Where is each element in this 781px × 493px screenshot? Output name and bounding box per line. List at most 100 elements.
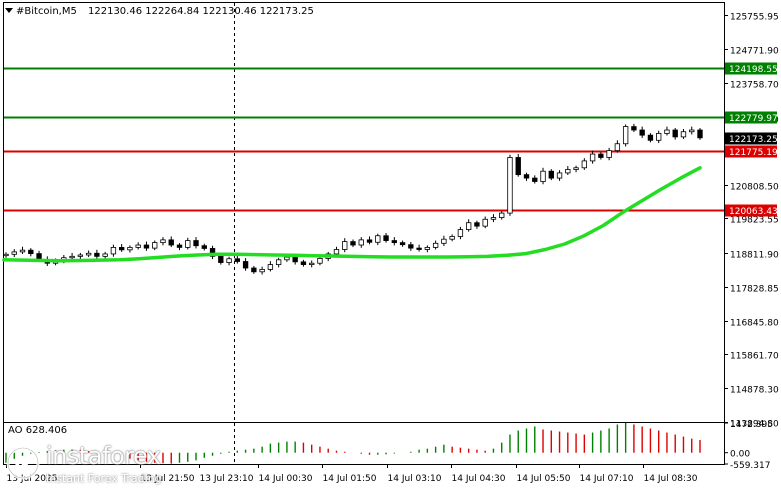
support-level-label: 120063.43	[729, 207, 778, 217]
ao-plot-frame	[3, 422, 725, 465]
current-price-box	[725, 132, 777, 145]
ao-tick-label: -559.317	[730, 461, 770, 471]
candle-body	[465, 222, 472, 230]
ao-title: AO 628.406	[8, 425, 67, 436]
time-tick-label: 13 Jul 2025	[7, 474, 58, 484]
candle-body	[317, 258, 323, 264]
current-price-marker: 122173.25	[725, 132, 778, 145]
candle-body	[168, 239, 174, 246]
price-tick-label: 116845.80	[730, 319, 779, 329]
candle-body	[259, 268, 265, 273]
candle-body	[342, 241, 348, 250]
resistance-level-label-box	[725, 62, 777, 75]
candle-body	[292, 256, 298, 263]
candle-body	[672, 129, 678, 138]
candle-body	[432, 242, 439, 248]
candle-body	[284, 256, 290, 261]
price-tick-label: 118811.90	[730, 251, 779, 261]
time-tick-label: 14 Jul 04:30	[452, 474, 506, 484]
price-tick-label: 113894.80	[730, 420, 779, 430]
price-tick-label: 114878.30	[730, 386, 779, 396]
candle-body	[482, 218, 488, 227]
candle-body	[680, 131, 687, 138]
resistance-level-label: 122779.97	[729, 114, 778, 124]
candle-body	[185, 240, 191, 248]
candle-body	[3, 253, 9, 257]
candle-body	[160, 239, 166, 244]
support-level-label: 121775.19	[729, 148, 778, 158]
candle-body	[28, 249, 34, 255]
instaforex-logo-icon	[6, 446, 40, 480]
candle-body	[589, 153, 596, 162]
candle-body	[242, 261, 249, 269]
price-tick-label: 125755.95	[730, 13, 779, 23]
candle-body	[143, 244, 150, 249]
resistance-level-label: 124198.55	[729, 65, 778, 75]
candle-body	[77, 254, 84, 257]
level-labels: 124198.55 122779.97 121775.19 120063.43	[725, 62, 778, 217]
price-tick-label: 124771.90	[730, 47, 779, 57]
candle-body	[391, 240, 397, 244]
candle-body	[209, 248, 216, 257]
time-tick-label: 14 Jul 05:50	[517, 474, 571, 484]
candle-body	[11, 251, 17, 255]
candle-body	[490, 217, 497, 220]
candle-body	[474, 222, 480, 227]
candle-body	[532, 177, 538, 182]
candle-body	[664, 129, 670, 134]
price-levels	[4, 67, 724, 212]
header-arrow-icon	[5, 8, 13, 13]
candle-body	[523, 174, 530, 179]
time-tick-label: 14 Jul 08:30	[644, 474, 698, 484]
candle-body	[565, 169, 571, 174]
candle-body	[267, 264, 274, 270]
candle-body	[548, 170, 554, 179]
time-tick-label: 13 Jul 21:50	[141, 474, 195, 484]
price-tick-label: 117828.85	[730, 285, 779, 295]
candle-body	[358, 239, 364, 246]
candle-body	[226, 258, 232, 263]
candle-body	[457, 229, 464, 237]
candle-body	[234, 258, 241, 262]
candle-body	[441, 238, 447, 244]
candle-body	[614, 143, 621, 152]
candle-body	[118, 247, 125, 251]
candle-body	[499, 212, 505, 218]
candle-body	[275, 259, 282, 265]
candle-body	[540, 170, 546, 182]
ao-tick-label: 0.00	[730, 450, 750, 460]
candle-body	[193, 240, 199, 247]
price-tick-label: 120808.50	[730, 183, 779, 193]
candle-body	[309, 262, 315, 265]
instaforex-watermark: instaforex Instant Forex Trading	[6, 442, 196, 486]
candle-body	[573, 167, 579, 170]
candle-body	[69, 255, 75, 259]
candle-body	[350, 241, 356, 246]
resistance-level-label-box	[725, 111, 777, 124]
candle-body	[556, 172, 563, 179]
candle-body	[110, 247, 117, 255]
moving-average-line	[2, 166, 702, 263]
time-tick-label: 13 Jul 23:10	[200, 474, 254, 484]
candle-body	[507, 157, 513, 214]
time-axis: 13 Jul 2025 13 Jul 21:50 13 Jul 23:10 14 Ju…	[6, 464, 698, 484]
candle-body	[366, 239, 373, 243]
candle-body	[383, 235, 389, 241]
ao-tick-label: 1472.395	[730, 420, 773, 430]
candle-body	[201, 245, 207, 249]
candle-body	[697, 129, 703, 139]
candle-body	[647, 134, 654, 141]
candle-body	[656, 133, 662, 141]
candle-body	[416, 247, 422, 250]
watermark-brand: instaforex	[46, 442, 161, 470]
candle-body	[399, 242, 406, 246]
candle-body	[152, 242, 158, 249]
candle-body	[19, 249, 26, 253]
candle-body	[424, 247, 431, 250]
candle-body	[127, 247, 133, 251]
candle-body	[300, 261, 307, 265]
ao-axis: 1472.395 0.00-559.317	[724, 420, 773, 471]
ao-histogram	[5, 423, 701, 464]
watermark-tagline: Instant Forex Trading	[46, 472, 162, 485]
